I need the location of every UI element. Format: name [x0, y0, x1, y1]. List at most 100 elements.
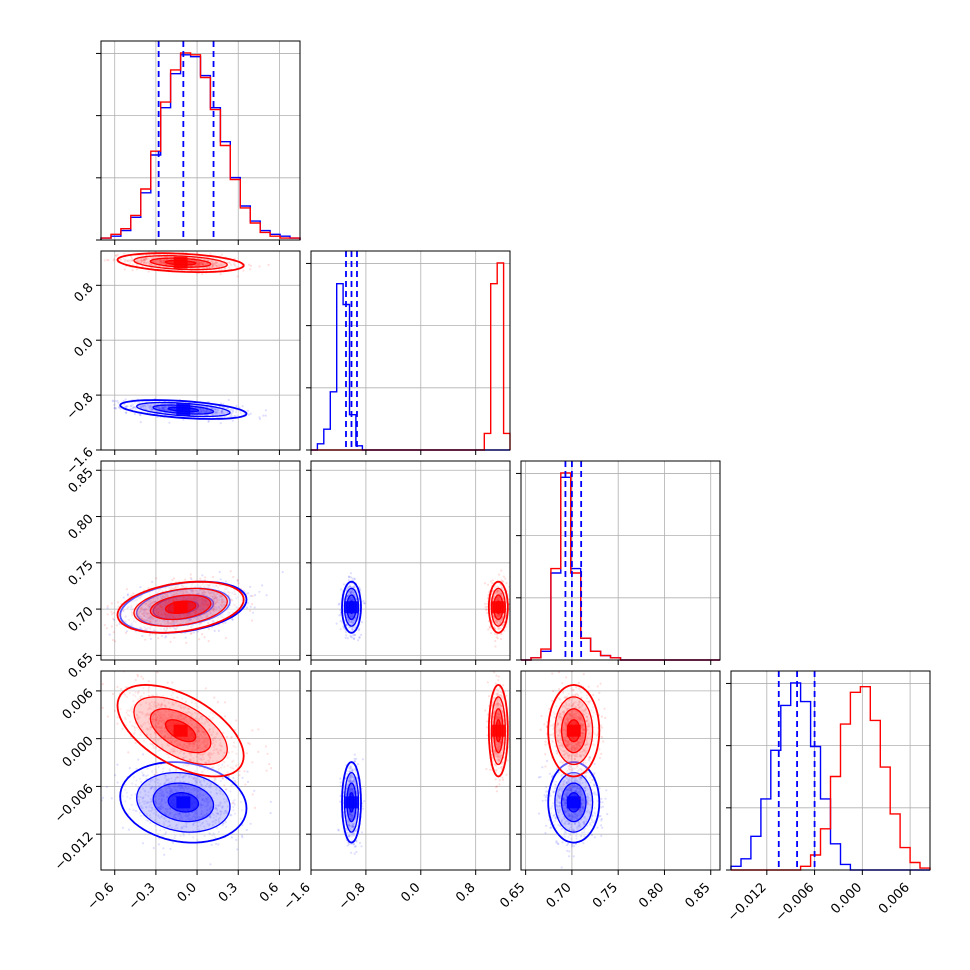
sample-point	[146, 627, 149, 630]
sample-point	[202, 409, 205, 413]
sample-point	[236, 596, 239, 599]
sample-point	[139, 595, 142, 598]
sample-point	[112, 631, 115, 634]
sample-point	[206, 603, 209, 606]
sample-point	[166, 620, 170, 623]
sample-point	[143, 258, 146, 261]
sample-point	[149, 593, 152, 597]
sample-point	[205, 259, 208, 262]
sample-point	[191, 595, 195, 599]
sample-point	[182, 418, 185, 421]
sample-point	[157, 611, 160, 614]
sample-point	[159, 623, 162, 626]
sample-point	[202, 604, 205, 607]
sample-point	[221, 613, 224, 616]
sample-point	[143, 259, 146, 262]
sample-point	[202, 409, 205, 412]
sample-point	[158, 407, 161, 410]
sample-point	[217, 409, 220, 413]
sample-point	[204, 599, 207, 603]
sample-point	[182, 613, 185, 616]
sample-point	[163, 603, 166, 607]
sample-point	[135, 259, 138, 262]
sample-point	[204, 262, 207, 265]
sample-point	[189, 595, 192, 598]
sample-point	[182, 597, 185, 600]
sample-point	[173, 620, 176, 624]
sample-point	[248, 263, 251, 266]
sample-point	[196, 262, 199, 265]
sample-point	[159, 408, 162, 411]
sample-point	[198, 262, 201, 266]
sample-point	[210, 259, 213, 262]
sample-point	[215, 261, 218, 264]
sample-point	[88, 627, 90, 629]
sample-point	[161, 407, 164, 410]
sample-point	[219, 273, 222, 276]
sample-point	[206, 603, 209, 606]
sample-point	[229, 415, 232, 418]
sample-point	[197, 608, 201, 611]
sample-point	[189, 618, 192, 621]
sample-point	[220, 253, 223, 256]
sample-point	[217, 408, 220, 411]
sample-point	[122, 609, 125, 612]
sample-point	[144, 258, 147, 261]
sample-point	[162, 602, 165, 606]
sample-point	[158, 260, 161, 263]
sample-point	[161, 259, 164, 262]
sample-point	[188, 618, 191, 621]
red-density-peak	[173, 601, 188, 614]
sample-point	[143, 404, 146, 407]
sample-point	[142, 258, 145, 261]
sample-point	[222, 598, 225, 601]
sample-point	[133, 412, 136, 416]
sample-point	[352, 634, 355, 637]
sample-point	[188, 614, 191, 617]
sample-point	[213, 599, 216, 603]
sample-point	[157, 610, 160, 613]
sample-point	[188, 595, 191, 598]
sample-point	[179, 598, 182, 601]
sample-point	[163, 620, 166, 623]
sample-point	[195, 264, 198, 267]
sample-point	[131, 624, 134, 627]
sample-point	[142, 405, 145, 408]
sample-point	[148, 606, 151, 609]
sample-point	[156, 618, 159, 622]
sample-point	[220, 411, 223, 414]
sample-point	[129, 262, 132, 265]
sample-point	[169, 616, 172, 619]
sample-point	[211, 262, 214, 265]
sample-point	[185, 591, 188, 594]
sample-point	[140, 595, 143, 598]
sample-point	[194, 585, 197, 588]
sample-point	[211, 595, 214, 598]
sample-point	[209, 612, 212, 615]
sample-point	[202, 409, 205, 412]
sample-point	[206, 266, 209, 269]
sample-point	[164, 614, 167, 617]
sample-point	[212, 407, 215, 410]
sample-point	[249, 585, 252, 589]
sample-point	[505, 582, 508, 585]
sample-point	[150, 408, 153, 411]
sample-point	[174, 628, 177, 631]
sample-point	[190, 596, 193, 599]
scatter-panel-p0-vs-p1	[100, 250, 301, 451]
sample-point	[265, 594, 268, 597]
sample-point	[132, 599, 135, 603]
sample-point	[151, 615, 154, 619]
sample-point	[164, 629, 167, 632]
sample-point	[216, 264, 219, 268]
sample-point	[152, 617, 155, 621]
sample-point	[197, 263, 200, 266]
sample-point	[201, 263, 205, 267]
sample-point	[157, 407, 160, 410]
sample-point	[142, 262, 146, 265]
sample-point	[190, 618, 193, 621]
sample-point	[144, 406, 147, 409]
sample-point	[113, 618, 116, 621]
sample-point	[166, 616, 169, 619]
sample-point	[229, 408, 233, 411]
